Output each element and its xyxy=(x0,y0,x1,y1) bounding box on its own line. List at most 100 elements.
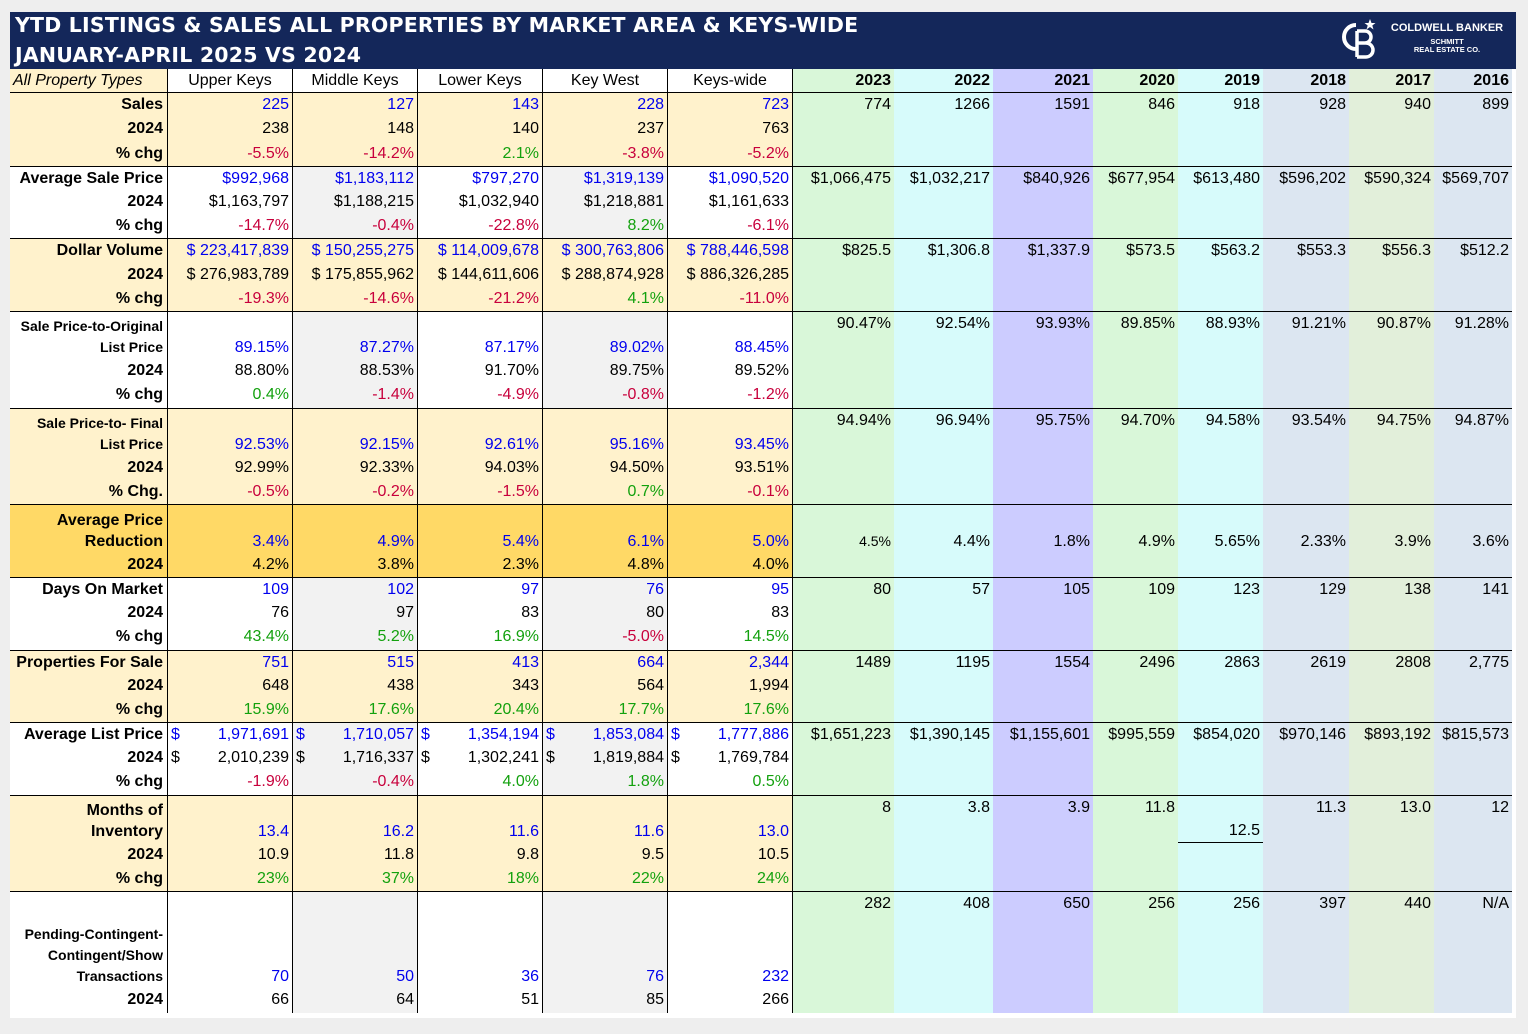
data-cell-current: 109 xyxy=(168,576,293,602)
data-cell-prior: $1,218,881 xyxy=(543,189,668,215)
history-cell: 918 xyxy=(1178,93,1263,166)
data-cell-prior: 11.8 xyxy=(293,843,418,868)
data-cell-current: $1,710,057 xyxy=(293,722,418,747)
data-cell-current: 13.4 xyxy=(168,794,293,843)
history-cell: 8 xyxy=(793,794,894,892)
history-cell: 3.6% xyxy=(1434,504,1512,577)
data-cell-prior: 88.53% xyxy=(293,359,418,384)
row-label: % chg xyxy=(10,770,168,795)
history-cell: 80 xyxy=(793,576,894,650)
data-cell-current: 70 xyxy=(168,891,293,989)
data-cell-current: 2,344 xyxy=(668,649,793,674)
data-cell-chg: -0.8% xyxy=(543,383,668,408)
history-cell: 94.87% xyxy=(1434,407,1512,505)
data-cell-current: $1,183,112 xyxy=(293,165,418,190)
data-cell-current: 87.17% xyxy=(418,310,543,360)
row-label: Months of Inventory xyxy=(10,794,168,843)
data-cell-prior: 94.03% xyxy=(418,456,543,481)
data-cell-prior: $ 276,983,789 xyxy=(168,262,293,287)
data-cell-prior: 9.5 xyxy=(543,843,668,868)
data-cell-chg: 18% xyxy=(418,867,543,892)
logo-sub: SCHMITT REAL ESTATE CO. xyxy=(1413,37,1481,54)
column-header-year: 2017 xyxy=(1349,69,1434,94)
data-cell-chg: -21.9% xyxy=(293,1012,418,1013)
history-cell: 2,775 xyxy=(1434,649,1512,723)
history-cell: 12.5 xyxy=(1178,818,1263,843)
row-label: Average Sale Price xyxy=(10,165,168,190)
data-cell-prior: 140 xyxy=(418,117,543,142)
column-header-area: Lower Keys xyxy=(418,69,543,94)
data-cell-prior: 83 xyxy=(418,601,543,626)
data-cell-chg: 14.5% xyxy=(668,625,793,650)
data-cell-chg: -0.4% xyxy=(293,770,418,795)
data-cell-current: 5.0% xyxy=(668,504,793,553)
data-cell-current: $ 223,417,839 xyxy=(168,238,293,263)
column-header-year: 2022 xyxy=(894,69,993,94)
history-cell: 256 xyxy=(1093,891,1178,1013)
history-cell: 4.5% xyxy=(793,504,894,577)
history-cell: $815,573 xyxy=(1434,722,1512,795)
history-cell: 4.4% xyxy=(894,504,993,577)
history-cell: 5.65% xyxy=(1178,504,1263,577)
history-cell: 90.87% xyxy=(1349,310,1434,408)
row-label: Dollar Volume xyxy=(10,238,168,263)
data-cell-chg: -3.8% xyxy=(543,141,668,166)
row-label: % chg xyxy=(10,1012,168,1013)
data-cell-current: 413 xyxy=(418,649,543,674)
history-cell: 93.93% xyxy=(993,310,1093,408)
column-header-area: Keys-wide xyxy=(668,69,793,94)
data-cell-chg: -0.4% xyxy=(293,214,418,239)
data-cell-prior: 76 xyxy=(168,601,293,626)
data-cell-current: 3.4% xyxy=(168,504,293,553)
data-cell-prior: 88.80% xyxy=(168,359,293,384)
row-label: % Chg. xyxy=(10,480,168,505)
data-cell-current: 76 xyxy=(543,891,668,989)
history-cell: $1,651,223 xyxy=(793,722,894,795)
data-cell-prior: $1,769,784 xyxy=(668,746,793,771)
data-cell-chg: 24% xyxy=(668,867,793,892)
data-cell-prior: $1,819,884 xyxy=(543,746,668,771)
column-header-area: Middle Keys xyxy=(293,69,418,94)
history-cell: 408 xyxy=(894,891,993,1013)
data-cell-current: 515 xyxy=(293,649,418,674)
row-label: % chg xyxy=(10,214,168,239)
history-cell: 138 xyxy=(1349,576,1434,650)
data-cell-current: 89.15% xyxy=(168,310,293,360)
row-label: Sales xyxy=(10,93,168,118)
column-header-label: All Property Types xyxy=(10,69,168,94)
data-cell-prior: 51 xyxy=(418,988,543,1013)
data-cell-prior: 238 xyxy=(168,117,293,142)
column-header-year: 2016 xyxy=(1434,69,1512,94)
data-cell-current: $1,971,691 xyxy=(168,722,293,747)
history-cell: 928 xyxy=(1263,93,1349,166)
column-header-year: 2021 xyxy=(993,69,1093,94)
history-cell: 94.94% xyxy=(793,407,894,505)
history-cell: $893,192 xyxy=(1349,722,1434,795)
data-cell-chg: -14.6% xyxy=(293,286,418,311)
data-cell-current: 5.4% xyxy=(418,504,543,553)
history-cell: 12 xyxy=(1434,794,1512,892)
data-cell-chg: 5.2% xyxy=(293,625,418,650)
data-cell-prior: 92.33% xyxy=(293,456,418,481)
row-label: Pending-Contingent- Contingent/Show Transa… xyxy=(10,891,168,989)
data-cell-prior: 148 xyxy=(293,117,418,142)
data-cell-prior: 237 xyxy=(543,117,668,142)
data-cell-chg: -1.9% xyxy=(168,770,293,795)
data-cell-prior: $ 886,326,285 xyxy=(668,262,793,287)
data-cell-chg: 17.6% xyxy=(293,697,418,723)
row-label: 2024 xyxy=(10,262,168,287)
data-cell-current: $1,090,520 xyxy=(668,165,793,190)
data-cell-chg: -29.4% xyxy=(418,1012,543,1013)
history-cell: 96.94% xyxy=(894,407,993,505)
data-cell-prior: $1,161,633 xyxy=(668,189,793,215)
data-cell-chg: 1.8% xyxy=(543,770,668,795)
data-cell-prior: 648 xyxy=(168,673,293,698)
row-label: 2024 xyxy=(10,189,168,215)
row-label: Sale Price-to-Original List Price xyxy=(10,310,168,360)
history-cell: $840,926 xyxy=(993,165,1093,239)
history-cell: 13.0 xyxy=(1349,794,1434,892)
row-label: 2024 xyxy=(10,359,168,384)
row-label: Sale Price-to- Final List Price xyxy=(10,407,168,456)
data-cell-current: 751 xyxy=(168,649,293,674)
data-cell-current: 127 xyxy=(293,93,418,118)
